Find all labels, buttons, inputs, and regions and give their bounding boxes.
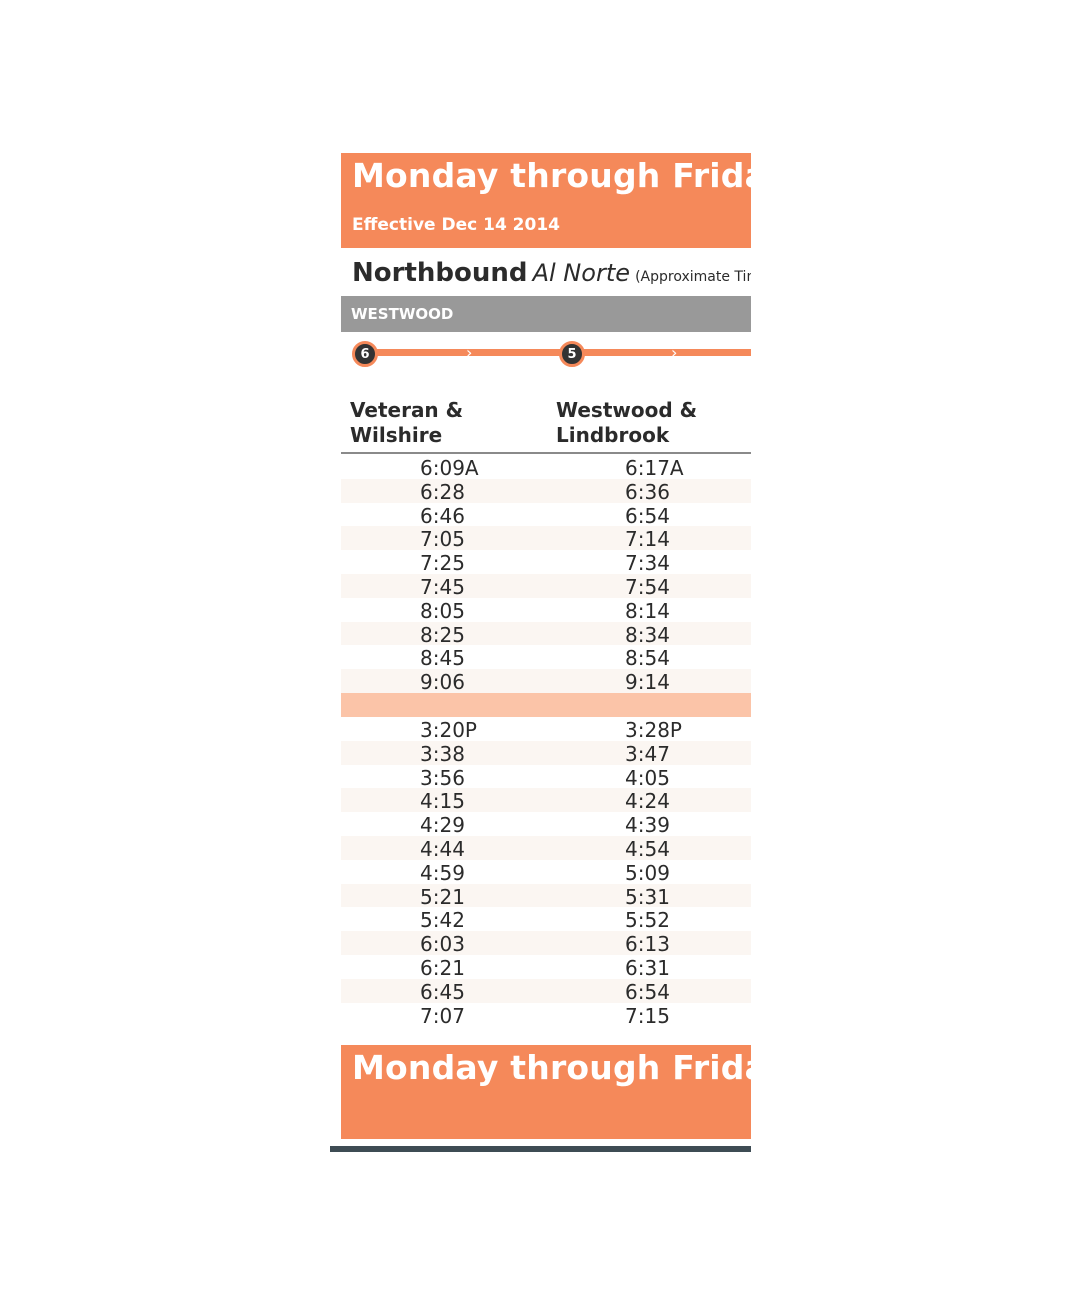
time-veteran-wilshire: 4:44 [420,836,465,861]
time-westwood-lindbrook: 3:28P [625,717,682,742]
stop-name-line: Westwood & [556,398,698,422]
time-westwood-lindbrook: 6:17A [625,456,684,480]
bottom-bar [330,1146,751,1152]
next-schedule-header: Monday through Friday [341,1045,751,1139]
table-row: 7:07 7:15 [341,1003,751,1028]
direction-english: Northbound [352,258,528,288]
chevron-right-icon: › [671,343,678,362]
table-row: 4:15 4:24 [341,788,751,814]
time-westwood-lindbrook: 7:14 [625,527,670,552]
stop-name-line: Lindbrook [556,423,670,447]
table-row: 6:03 6:13 [341,931,751,957]
time-westwood-lindbrook: 5:09 [625,860,670,885]
table-row: 9:06 9:14 [341,669,751,695]
time-westwood-lindbrook: 5:52 [625,908,670,933]
time-westwood-lindbrook: 3:47 [625,741,670,766]
time-veteran-wilshire: 3:20P [420,717,477,742]
table-row: 3:56 4:05 [341,765,751,790]
next-schedule-title: Monday through Friday [352,1048,751,1087]
time-westwood-lindbrook: 8:14 [625,598,670,623]
table-row: 7:45 7:54 [341,573,751,599]
time-veteran-wilshire: 5:42 [420,908,465,933]
time-veteran-wilshire: 7:25 [420,551,465,576]
time-westwood-lindbrook: 6:13 [625,932,670,957]
time-veteran-wilshire: 6:09A [420,456,479,480]
stop-name-line: Veteran & [350,398,464,422]
table-row: 4:59 5:09 [341,860,751,885]
effective-date: Effective Dec 14 2014 [352,215,561,235]
table-row: 6:09A 6:17A [341,455,751,480]
time-westwood-lindbrook: 6:31 [625,955,670,980]
time-veteran-wilshire: 6:21 [420,955,465,980]
time-westwood-lindbrook: 9:14 [625,670,670,695]
table-row: 3:20P 3:28P [341,717,751,742]
stop-marker-6: 6 [352,341,378,367]
route-line [365,349,751,356]
time-westwood-lindbrook: 7:15 [625,1003,670,1028]
time-veteran-wilshire: 4:15 [420,789,465,814]
timetable-sheet: Monday through Friday Effective Dec 14 2… [341,153,751,1153]
afternoon-block: 3:20P 3:28P 3:38 3:47 3:56 4:05 4:15 4:24 4:29 4:… [341,717,751,1028]
time-westwood-lindbrook: 8:54 [625,646,670,671]
time-westwood-lindbrook: 5:31 [625,884,670,909]
header-rule [341,452,751,454]
stop-marker-5: 5 [559,341,585,367]
direction-note: (Approximate Times [635,269,751,285]
time-westwood-lindbrook: 8:34 [625,622,670,647]
table-row: 5:21 5:31 [341,883,751,909]
time-veteran-wilshire: 3:38 [420,741,465,766]
time-veteran-wilshire: 8:45 [420,646,465,671]
time-veteran-wilshire: 9:06 [420,670,465,695]
time-westwood-lindbrook: 7:34 [625,551,670,576]
time-veteran-wilshire: 7:45 [420,574,465,599]
time-westwood-lindbrook: 4:24 [625,789,670,814]
time-westwood-lindbrook: 6:36 [625,479,670,504]
table-row: 4:29 4:39 [341,812,751,838]
time-westwood-lindbrook: 6:54 [625,503,670,528]
stop-name-veteran-wilshire: Veteran & Wilshire [350,398,463,448]
direction-spanish: Al Norte [532,259,630,287]
table-row: 7:25 7:34 [341,550,751,576]
time-veteran-wilshire: 3:56 [420,765,465,790]
table-row: 3:38 3:47 [341,740,751,766]
chevron-right-icon: › [466,343,473,362]
area-label: WESTWOOD [351,305,454,323]
midday-gap [341,692,751,717]
time-table: 6:09A 6:17A 6:28 6:36 6:46 6:54 7:05 7:14 7:25 7:… [341,455,751,1028]
schedule-title: Monday through Friday [352,156,751,195]
time-veteran-wilshire: 7:07 [420,1003,465,1028]
time-veteran-wilshire: 6:46 [420,503,465,528]
time-veteran-wilshire: 4:59 [420,860,465,885]
table-row: 6:46 6:54 [341,503,751,528]
time-veteran-wilshire: 6:45 [420,979,465,1004]
time-westwood-lindbrook: 4:05 [625,765,670,790]
stop-name-westwood-lindbrook: Westwood & Lindbrook [556,398,697,448]
time-veteran-wilshire: 4:29 [420,813,465,838]
time-veteran-wilshire: 5:21 [420,884,465,909]
time-westwood-lindbrook: 7:54 [625,574,670,599]
table-row: 6:21 6:31 [341,955,751,980]
table-row: 5:42 5:52 [341,907,751,933]
time-veteran-wilshire: 8:25 [420,622,465,647]
time-westwood-lindbrook: 4:39 [625,813,670,838]
table-row: 8:45 8:54 [341,645,751,671]
table-row: 6:28 6:36 [341,478,751,504]
area-band: WESTWOOD [341,296,751,332]
direction-heading: Northbound Al Norte (Approximate Times [352,258,751,288]
table-row: 4:44 4:54 [341,835,751,861]
morning-block: 6:09A 6:17A 6:28 6:36 6:46 6:54 7:05 7:14 7:25 7:… [341,455,751,695]
schedule-header: Monday through Friday Effective Dec 14 2… [341,153,751,248]
table-row: 8:05 8:14 [341,598,751,623]
time-veteran-wilshire: 6:03 [420,932,465,957]
time-westwood-lindbrook: 4:54 [625,836,670,861]
table-row: 7:05 7:14 [341,526,751,552]
stop-name-line: Wilshire [350,423,443,447]
time-veteran-wilshire: 7:05 [420,527,465,552]
table-row: 8:25 8:34 [341,621,751,647]
time-veteran-wilshire: 8:05 [420,598,465,623]
table-row: 6:45 6:54 [341,978,751,1004]
time-veteran-wilshire: 6:28 [420,479,465,504]
time-westwood-lindbrook: 6:54 [625,979,670,1004]
